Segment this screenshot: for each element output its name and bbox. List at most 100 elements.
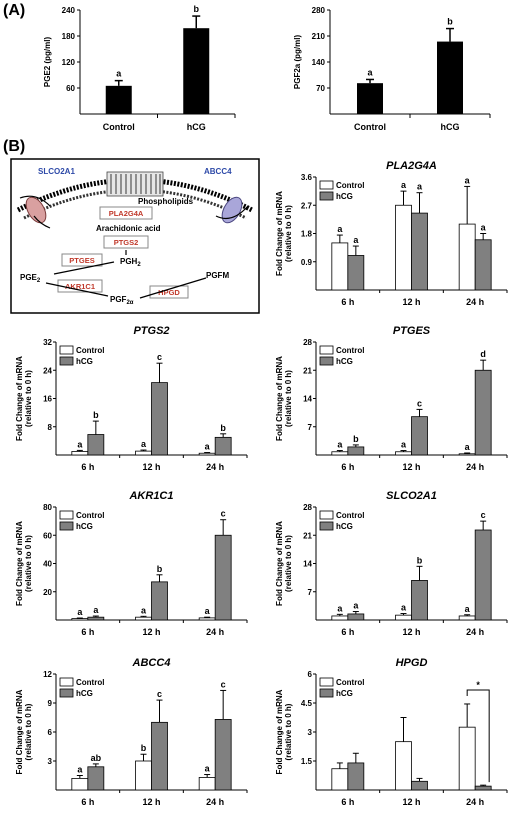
bar-control-24h <box>198 777 216 791</box>
ptgs2-chart: PTGS2 8 16 24 32 Fold Change of mRNA (relative… <box>15 325 248 472</box>
bar-hcg <box>183 28 210 115</box>
significance-letter: a <box>417 182 423 192</box>
significance-letter: d <box>480 349 486 359</box>
chart-title: HPGD <box>396 657 428 669</box>
arachidonic-acid-label: Arachidonic acid <box>96 224 161 233</box>
legend-label-hcg: hCG <box>336 192 353 201</box>
significance-letter: b <box>141 743 147 753</box>
significance-letter: b <box>417 555 423 565</box>
bar-hcg <box>437 41 463 115</box>
ptgs2-box <box>103 235 149 249</box>
slco2a1-chart: SLCO2A1 7 14 21 28 Fold Change of mRNA (relati… <box>275 490 508 637</box>
bar-control-24h <box>458 453 476 456</box>
bar-hcg-6h <box>347 255 365 291</box>
y-tick-label: 24 <box>43 366 52 375</box>
y-tick-label: 40 <box>43 560 52 569</box>
chart-title: PLA2G4A <box>386 160 437 172</box>
y-tick-label: 0.9 <box>301 258 313 267</box>
y-tick-label: 28 <box>303 338 312 347</box>
y-tick-label: 140 <box>312 58 326 67</box>
category-label: 6 h <box>341 627 354 637</box>
phospholipid-block <box>106 171 164 197</box>
legend-label-hcg: hCG <box>76 357 93 366</box>
legend-label-hcg: hCG <box>336 522 353 531</box>
category-label: hCG <box>441 122 460 132</box>
y-axis-label: PGE2 (pg/ml) <box>43 37 52 88</box>
bar-hcg-12h <box>411 580 428 621</box>
significance-letter: a <box>465 175 471 185</box>
category-label: 6 h <box>81 462 94 472</box>
y-axis-label: PGF2a (pg/ml) <box>293 35 302 90</box>
legend-swatch-hcg <box>319 356 334 366</box>
legend-label-control: Control <box>336 678 364 687</box>
significance-letter: b <box>157 564 163 574</box>
significance-letter: c <box>157 689 162 699</box>
bar-hcg-6h <box>87 434 105 456</box>
hpgd-box <box>149 285 189 299</box>
bar-control <box>357 83 383 114</box>
category-label: 12 h <box>402 297 420 307</box>
y-tick-label: 12 <box>43 670 52 679</box>
y-tick-label: 3 <box>308 728 313 737</box>
akr1c1-enzyme: AKR1C1 <box>65 282 95 291</box>
y-tick-label: 2.7 <box>301 201 313 210</box>
bar-hcg-24h <box>214 534 232 621</box>
significance-letter: b <box>353 434 359 444</box>
bar-control-24h <box>458 726 476 791</box>
significance-letter: c <box>481 510 486 520</box>
y-axis-label: Fold Change of mRNA <box>275 191 284 276</box>
legend-label-control: Control <box>336 181 364 190</box>
y-tick-label: 7 <box>308 423 313 432</box>
bar-control-12h <box>395 614 412 621</box>
legend-label-control: Control <box>336 346 364 355</box>
bar-control-6h <box>331 768 349 791</box>
y-axis-label: Fold Change of mRNA <box>15 689 24 774</box>
significance-letter: a <box>93 605 99 615</box>
bar-control-12h <box>395 204 412 291</box>
significance-letter: a <box>401 440 407 450</box>
legend-swatch-hcg <box>319 191 334 201</box>
y-tick-label: 240 <box>62 6 76 15</box>
abcc4-label: ABCC4 <box>204 167 232 176</box>
significance-letter: a <box>141 439 147 449</box>
bar-control-6h <box>71 618 89 621</box>
y-tick-label: 6 <box>48 728 53 737</box>
legend-label-control: Control <box>76 678 104 687</box>
bar-hcg-6h <box>347 613 365 621</box>
abcc4-transporter-icon <box>215 196 249 224</box>
category-label: 24 h <box>206 462 224 472</box>
y-axis-label-line2: (relative to 0 h) <box>284 535 293 592</box>
y-tick-label: 20 <box>43 588 52 597</box>
category-label: 24 h <box>206 797 224 807</box>
pgh2-label: PGH2 <box>120 257 141 268</box>
significance-star: * <box>476 680 480 690</box>
significance-letter: a <box>353 235 359 245</box>
significance-letter: b <box>220 423 226 433</box>
significance-letter: a <box>401 180 407 190</box>
prostaglandin-pathway-diagram: SLCO2A1 ABCC4 Phospholipids PLA2G4A Arac… <box>10 158 260 314</box>
category-label: Control <box>354 122 386 132</box>
significance-letter: b <box>447 17 453 27</box>
legend-label-control: Control <box>76 511 104 520</box>
legend-label-hcg: hCG <box>76 522 93 531</box>
ptges-box <box>61 253 103 267</box>
y-tick-label: 7 <box>308 588 313 597</box>
bar-hcg-24h <box>474 785 492 791</box>
significance-letter: a <box>481 223 487 233</box>
category-label: 12 h <box>402 462 420 472</box>
bar-control-24h <box>198 452 216 456</box>
significance-letter: a <box>465 604 471 614</box>
category-label: hCG <box>187 122 206 132</box>
y-axis-label: Fold Change of mRNA <box>275 356 284 441</box>
category-label: 6 h <box>81 627 94 637</box>
slco2a1-transporter-icon <box>19 195 51 229</box>
bar-hcg-12h <box>411 780 428 791</box>
y-axis-label-line2: (relative to 0 h) <box>284 205 293 262</box>
slco2a1-label: SLCO2A1 <box>38 167 75 176</box>
y-tick-label: 1.5 <box>301 757 313 766</box>
bar-hcg-12h <box>151 581 168 621</box>
bar-hcg-24h <box>474 369 492 456</box>
y-axis-label: Fold Change of mRNA <box>275 689 284 774</box>
significance-letter: a <box>337 603 343 613</box>
y-tick-label: 70 <box>316 84 325 93</box>
